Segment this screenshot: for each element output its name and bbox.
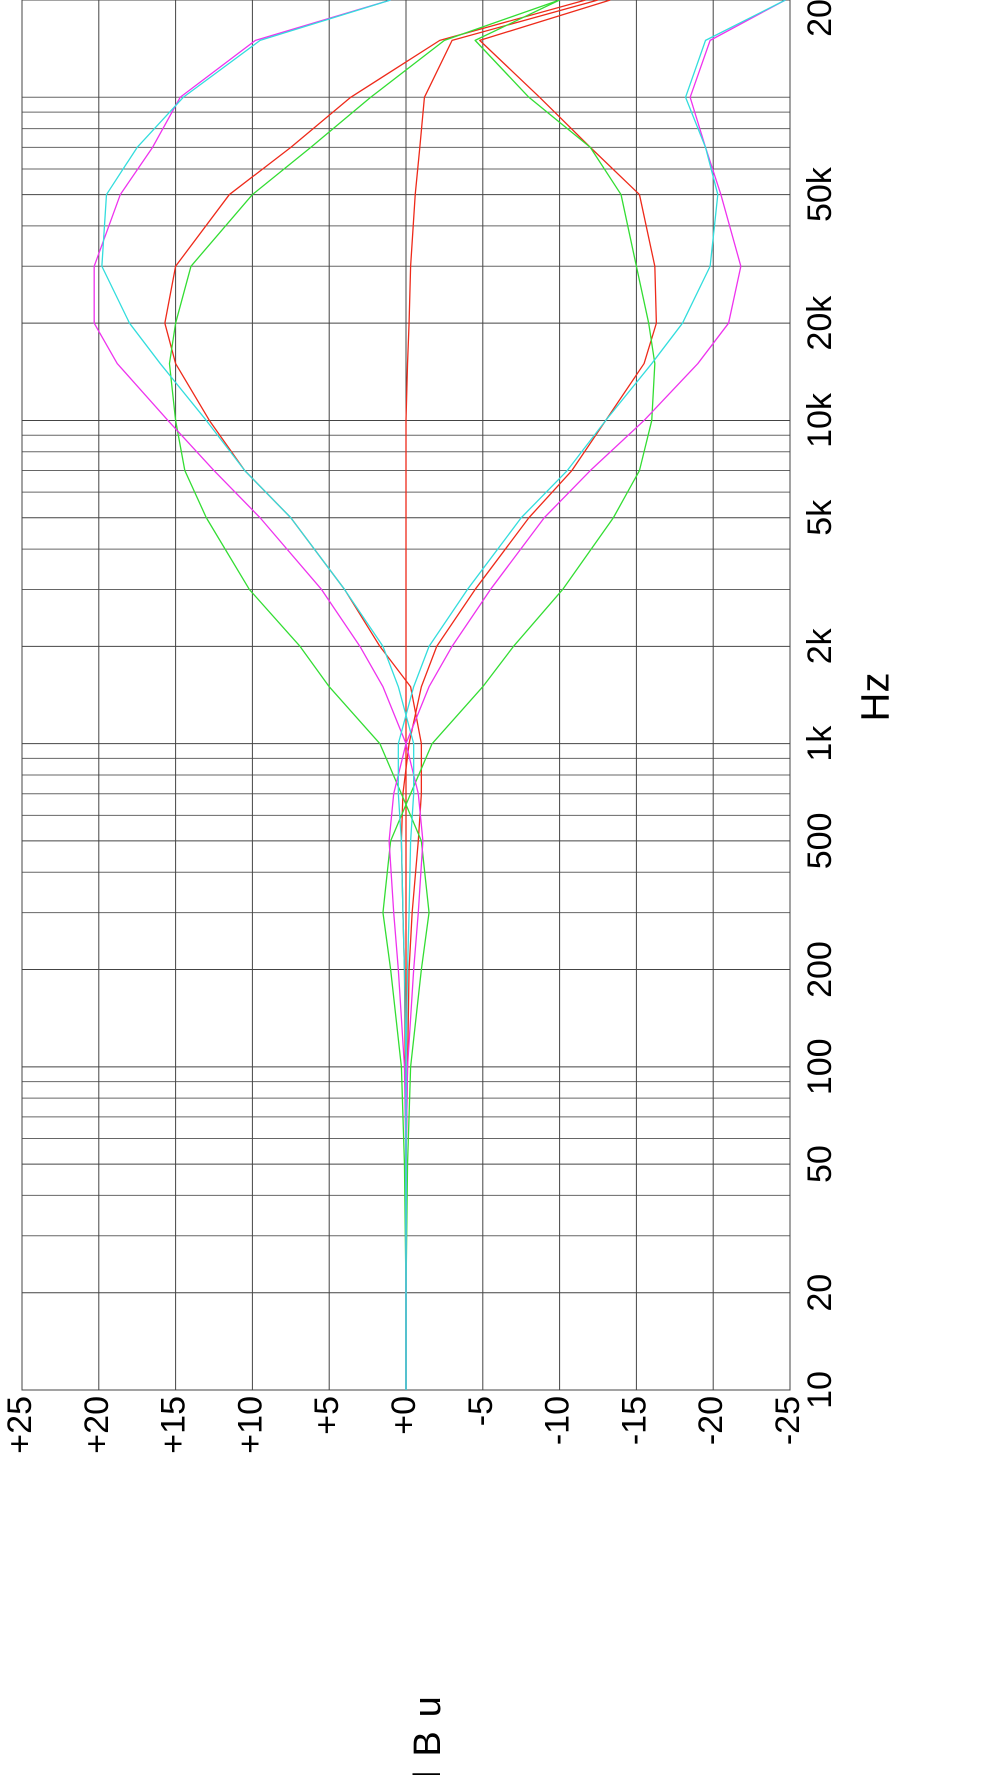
y-tick-label: +20 — [78, 1396, 116, 1454]
x-tick-label: 100 — [801, 1038, 839, 1095]
series-line — [101, 0, 415, 1390]
x-tick-label: 20 — [801, 1274, 839, 1312]
x-tick-label: 5k — [801, 499, 839, 536]
y-tick-label: +5 — [308, 1396, 346, 1435]
y-axis-label: dBu — [407, 1682, 449, 1775]
x-tick-label: 500 — [801, 813, 839, 870]
series-line — [388, 0, 786, 1390]
series-line — [400, 0, 658, 1390]
series-line — [168, 0, 560, 1390]
y-tick-label: +25 — [1, 1396, 39, 1454]
series-line — [405, 0, 599, 1390]
x-tick-label: 10k — [801, 392, 839, 448]
y-tick-label: -25 — [769, 1396, 807, 1445]
y-tick-label: +15 — [155, 1396, 193, 1454]
series-line — [382, 0, 656, 1390]
x-tick-label: 50k — [801, 166, 839, 222]
series-line — [164, 0, 586, 1390]
x-axis-label: Hz — [854, 673, 898, 722]
x-tick-label: 2k — [801, 627, 839, 664]
y-tick-label: -15 — [615, 1396, 653, 1445]
x-tick-label: 10 — [801, 1371, 839, 1409]
y-tick-label: +0 — [385, 1396, 423, 1435]
y-tick-label: -20 — [692, 1396, 730, 1445]
x-tick-label: 50 — [801, 1145, 839, 1183]
series-line — [93, 0, 424, 1390]
x-tick-label: 20k — [801, 295, 839, 351]
x-tick-label: 1k — [801, 725, 839, 762]
series-line — [397, 0, 786, 1390]
y-tick-label: -5 — [462, 1396, 500, 1426]
y-tick-label: -10 — [539, 1396, 577, 1445]
x-tick-label: 200 — [801, 941, 839, 998]
x-tick-label: 200k — [801, 0, 839, 37]
y-tick-label: +10 — [231, 1396, 269, 1454]
